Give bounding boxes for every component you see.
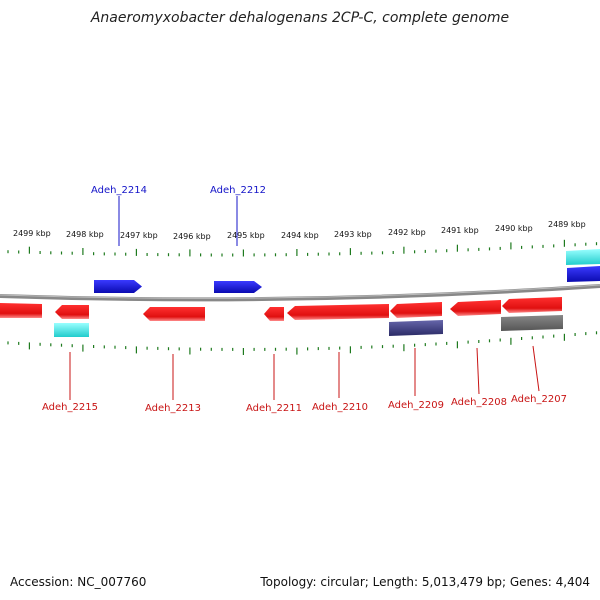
gene-label-adeh-2212[interactable]: Adeh_2212 — [210, 185, 266, 196]
scale-ticks-bottom — [7, 331, 598, 355]
gene-gray[interactable] — [501, 315, 563, 331]
accession-text: Accession: NC_007760 — [10, 575, 147, 589]
kbp-label-2497: 2497 kbp — [120, 231, 158, 240]
kbp-label-2491: 2491 kbp — [441, 226, 479, 235]
gene-label-adeh-2211[interactable]: Adeh_2211 — [246, 403, 302, 414]
kbp-label-2494: 2494 kbp — [281, 231, 319, 240]
gene-label-adeh-2213[interactable]: Adeh_2213 — [145, 403, 201, 414]
gene-label-adeh-2215[interactable]: Adeh_2215 — [42, 402, 98, 413]
gene-adeh-2215[interactable] — [55, 305, 89, 319]
rna-feature-right[interactable] — [566, 249, 600, 265]
map-title: Anaeromyxobacter dehalogenans 2CP-C, com… — [90, 10, 510, 26]
gene-label-adeh-2209[interactable]: Adeh_2209 — [388, 400, 444, 411]
gene-adeh-2212[interactable] — [214, 281, 262, 293]
gene-blue-right-edge[interactable] — [567, 266, 600, 282]
scale-labels: 2499 kbp 2498 kbp 2497 kbp 2496 kbp 2495… — [13, 220, 586, 241]
genome-backbone — [0, 284, 600, 302]
gene-adeh-2214[interactable] — [94, 280, 142, 293]
kbp-label-2496: 2496 kbp — [173, 232, 211, 241]
gene-label-adeh-2207[interactable]: Adeh_2207 — [511, 394, 567, 405]
kbp-label-2498: 2498 kbp — [66, 230, 104, 239]
gene-label-adeh-2214[interactable]: Adeh_2214 — [91, 185, 147, 196]
gene-adeh-2209[interactable] — [390, 302, 442, 318]
gene-adeh-2213[interactable] — [143, 307, 205, 321]
kbp-label-2499: 2499 kbp — [13, 229, 51, 238]
gene-red-left-edge[interactable] — [0, 303, 42, 318]
leader-lines — [69, 196, 540, 400]
genome-info-text: Topology: circular; Length: 5,013,479 bp… — [260, 575, 590, 589]
scale-ticks-top — [7, 239, 598, 257]
kbp-label-2492: 2492 kbp — [388, 228, 426, 237]
gene-adeh-2210[interactable] — [287, 304, 389, 320]
rna-feature-left[interactable] — [54, 323, 89, 337]
gene-adeh-2208[interactable] — [450, 300, 501, 316]
gene-label-adeh-2208[interactable]: Adeh_2208 — [451, 397, 507, 408]
gene-purple[interactable] — [389, 320, 443, 336]
kbp-label-2490: 2490 kbp — [495, 224, 533, 233]
gene-adeh-2207[interactable] — [502, 297, 562, 313]
kbp-label-2495: 2495 kbp — [227, 231, 265, 240]
gene-adeh-2211[interactable] — [264, 307, 284, 321]
gene-label-adeh-2210[interactable]: Adeh_2210 — [312, 402, 368, 413]
kbp-label-2493: 2493 kbp — [334, 230, 372, 239]
kbp-label-2489: 2489 kbp — [548, 220, 586, 229]
gene-labels: Adeh_2214 Adeh_2212 Adeh_2215 Adeh_2213 … — [42, 185, 567, 414]
